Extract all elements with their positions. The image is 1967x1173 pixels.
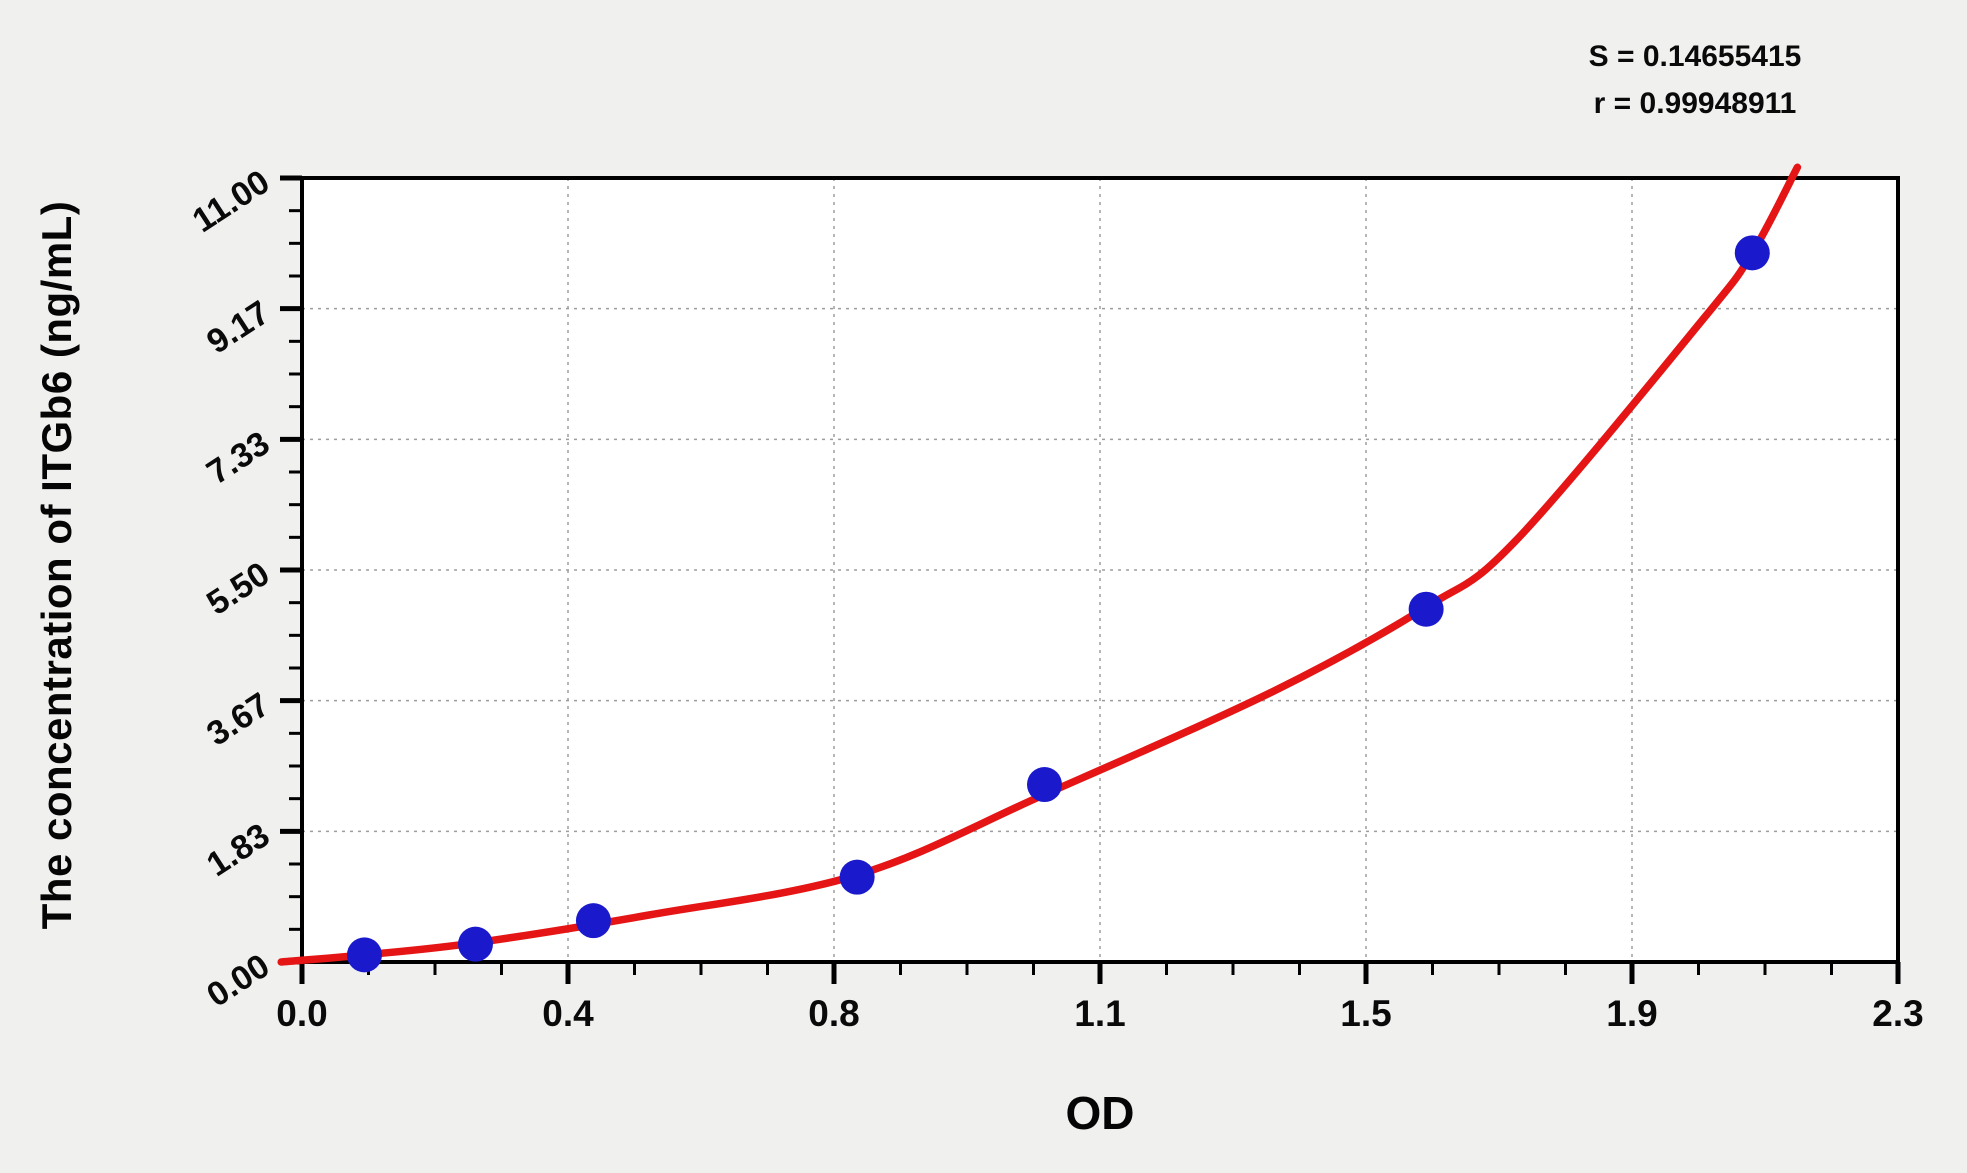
y-tick-label: 3.67 (200, 686, 276, 754)
stat-r-value: r = 0.99948911 (1593, 87, 1797, 120)
y-tick-label: 11.00 (186, 163, 276, 240)
x-tick-label: 2.3 (1872, 993, 1923, 1034)
data-point (839, 859, 875, 895)
x-axis-title: OD (1065, 1087, 1135, 1139)
x-tick-label: 0.4 (542, 993, 594, 1034)
y-tick-label: 5.50 (200, 555, 276, 623)
data-point (1026, 767, 1062, 803)
fit-statistics: S = 0.14655415 r = 0.99948911 (1480, 33, 1910, 127)
x-tick-label: 0.0 (276, 993, 327, 1034)
x-tick-label: 1.5 (1340, 993, 1391, 1034)
data-point (457, 926, 493, 962)
x-tick-label: 1.1 (1074, 993, 1125, 1034)
y-tick-label: 0.00 (200, 947, 276, 1015)
y-tick-label: 1.83 (200, 816, 276, 884)
y-tick-label: 7.33 (200, 424, 276, 492)
y-tick-label: 9.17 (200, 294, 276, 362)
data-point (1408, 591, 1444, 627)
data-point (346, 937, 382, 973)
data-point (1734, 235, 1770, 271)
data-point (575, 903, 611, 939)
stat-s-value: S = 0.14655415 (1588, 40, 1802, 73)
x-tick-label: 1.9 (1606, 993, 1657, 1034)
x-tick-label: 0.8 (808, 993, 859, 1034)
fit-curve (277, 163, 1802, 966)
plot-frame (300, 176, 1900, 964)
